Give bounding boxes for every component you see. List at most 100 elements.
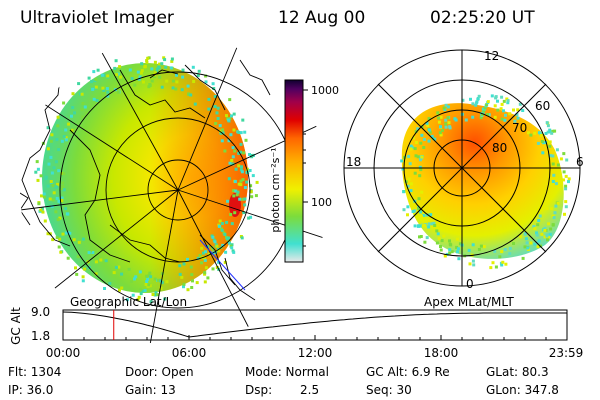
image-pixel bbox=[456, 237, 459, 241]
image-pixel bbox=[505, 97, 509, 101]
image-pixel bbox=[150, 79, 154, 83]
image-pixel bbox=[182, 285, 185, 289]
image-pixel bbox=[413, 171, 417, 175]
colorbar-unit-label: photon cm⁻²s⁻¹ bbox=[269, 147, 282, 232]
image-pixel bbox=[249, 184, 253, 188]
image-pixel bbox=[420, 155, 424, 159]
image-pixel bbox=[251, 174, 255, 178]
image-pixel bbox=[118, 65, 122, 69]
timeline-ylabel: GC Alt bbox=[9, 307, 23, 345]
xtick-0000: 00:00 bbox=[46, 346, 81, 360]
image-pixel bbox=[420, 218, 424, 222]
image-pixel bbox=[430, 134, 434, 138]
image-pixel bbox=[416, 155, 420, 159]
image-pixel bbox=[80, 92, 84, 96]
image-pixel bbox=[221, 128, 224, 132]
image-pixel bbox=[178, 272, 182, 276]
image-pixel bbox=[148, 83, 152, 86]
image-pixel bbox=[141, 80, 145, 84]
image-pixel bbox=[508, 252, 512, 256]
terminator-line bbox=[199, 239, 246, 291]
image-pixel bbox=[186, 84, 190, 88]
image-pixel bbox=[240, 236, 244, 240]
image-pixel bbox=[457, 257, 461, 261]
image-pixel bbox=[439, 245, 442, 248]
image-pixel bbox=[435, 241, 439, 245]
image-speckle-magnetic bbox=[400, 94, 571, 270]
image-pixel bbox=[461, 98, 465, 102]
image-pixel bbox=[64, 138, 68, 142]
image-pixel bbox=[248, 153, 251, 156]
image-pixel bbox=[500, 263, 504, 267]
image-pixel bbox=[493, 249, 497, 253]
image-pixel bbox=[181, 75, 185, 79]
image-pixel bbox=[540, 232, 544, 236]
image-pixel bbox=[120, 272, 124, 276]
image-pixel bbox=[239, 183, 243, 187]
image-pixel bbox=[552, 173, 556, 177]
image-pixel bbox=[550, 131, 554, 135]
image-pixel bbox=[250, 195, 254, 199]
image-pixel bbox=[564, 187, 568, 191]
image-pixel bbox=[191, 65, 195, 69]
image-pixel bbox=[60, 198, 64, 202]
image-pixel bbox=[220, 139, 224, 143]
image-pixel bbox=[418, 224, 422, 228]
image-pixel bbox=[427, 222, 431, 226]
colorbar-scale bbox=[284, 79, 304, 263]
image-pixel bbox=[230, 246, 234, 250]
date-label: 12 Aug 00 bbox=[278, 8, 366, 28]
image-pixel bbox=[529, 241, 533, 245]
image-pixel bbox=[206, 245, 210, 249]
image-pixel bbox=[518, 102, 522, 106]
image-pixel bbox=[444, 103, 448, 107]
image-pixel bbox=[506, 101, 510, 105]
image-pixel bbox=[549, 227, 553, 231]
image-pixel bbox=[527, 131, 530, 135]
image-pixel bbox=[145, 59, 149, 63]
colorbar-tick-1000: 1000 bbox=[311, 84, 339, 97]
image-pixel bbox=[521, 109, 525, 112]
image-pixel bbox=[114, 265, 118, 269]
image-pixel bbox=[489, 266, 493, 270]
image-pixel bbox=[138, 270, 142, 274]
image-pixel bbox=[237, 131, 241, 134]
image-pixel bbox=[57, 148, 61, 152]
image-pixel bbox=[165, 280, 169, 284]
image-pixel bbox=[449, 243, 453, 247]
image-pixel bbox=[485, 103, 489, 107]
image-pixel bbox=[448, 251, 452, 255]
image-pixel bbox=[223, 149, 227, 153]
image-pixel bbox=[549, 182, 553, 186]
image-pixel bbox=[427, 117, 431, 121]
image-pixel bbox=[202, 256, 206, 260]
auroral-image-magnetic bbox=[401, 103, 564, 259]
image-pixel bbox=[521, 256, 525, 260]
image-pixel bbox=[215, 266, 219, 269]
image-pixel bbox=[219, 129, 222, 133]
image-pixel bbox=[548, 144, 552, 148]
image-pixel bbox=[228, 241, 231, 245]
image-pixel bbox=[426, 124, 430, 127]
image-pixel bbox=[233, 149, 237, 153]
image-pixel bbox=[52, 166, 56, 170]
image-pixel bbox=[139, 292, 143, 296]
image-pixel bbox=[423, 223, 427, 227]
image-pixel bbox=[241, 197, 245, 201]
image-pixel bbox=[43, 219, 47, 223]
image-pixel bbox=[96, 68, 100, 72]
image-pixel bbox=[116, 90, 120, 94]
image-pixel bbox=[62, 101, 66, 105]
image-pixel bbox=[128, 68, 132, 72]
image-pixel bbox=[73, 111, 76, 115]
image-pixel bbox=[171, 86, 175, 90]
image-pixel bbox=[233, 180, 237, 184]
image-pixel bbox=[84, 111, 88, 115]
gain-value: Gain: 13 bbox=[125, 383, 176, 397]
image-pixel bbox=[143, 64, 147, 68]
image-pixel bbox=[204, 266, 208, 270]
image-pixel bbox=[80, 108, 84, 112]
image-pixel bbox=[61, 232, 65, 236]
image-pixel bbox=[57, 245, 61, 249]
image-pixel bbox=[229, 133, 233, 137]
